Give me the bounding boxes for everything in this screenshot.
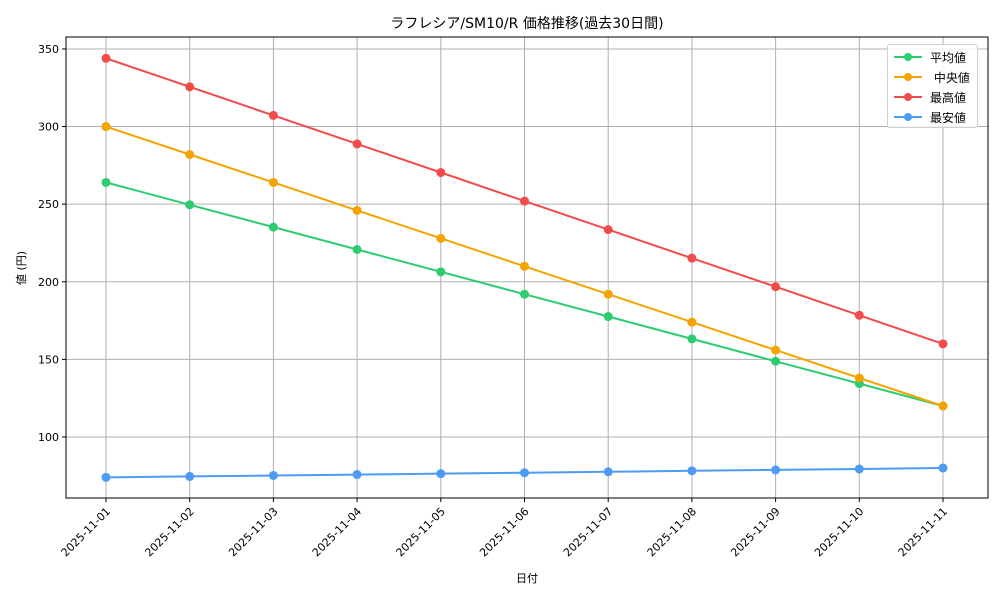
data-point [352, 205, 362, 215]
data-point [352, 139, 362, 149]
y-tick-label: 100 [38, 431, 59, 444]
y-tick-label: 350 [38, 43, 59, 56]
data-point [520, 196, 529, 206]
legend-item-average: 平均値 [894, 48, 966, 66]
data-point [436, 168, 446, 178]
legend-item-min: 最安値 [894, 108, 966, 126]
data-point [938, 401, 948, 411]
x-tick-label: 2025-11-10 [812, 505, 866, 559]
legend-marker-icon [894, 90, 922, 104]
x-tick-label: 2025-11-04 [310, 505, 364, 559]
data-point [771, 465, 781, 475]
legend-label: 中央値 [930, 70, 970, 85]
data-point [185, 150, 195, 160]
x-tick-label: 2025-11-11 [896, 505, 950, 559]
data-point [352, 244, 362, 254]
data-point [687, 253, 697, 263]
legend: 平均値 中央値 最高値 最安値 [887, 44, 978, 128]
data-point [603, 467, 613, 477]
y-tick-label: 300 [38, 121, 59, 134]
x-tick-label: 2025-11-02 [142, 505, 196, 559]
data-point [185, 82, 195, 92]
series-平均値 [101, 177, 948, 411]
data-point [268, 222, 278, 232]
data-point [520, 261, 529, 271]
data-point [436, 469, 446, 479]
x-axis-label: 日付 [516, 572, 538, 585]
data-point [352, 470, 362, 480]
x-tick-label: 2025-11-06 [477, 505, 531, 559]
data-point [938, 463, 948, 473]
data-point [268, 470, 278, 480]
series-最安値 [101, 463, 948, 482]
data-point [101, 177, 111, 187]
series-最高値 [101, 53, 948, 349]
legend-marker-icon [894, 70, 922, 84]
data-point [603, 312, 613, 322]
plot-frame [65, 36, 989, 499]
data-point [101, 472, 111, 482]
data-point [101, 53, 111, 63]
data-point [520, 289, 529, 299]
data-point [520, 468, 529, 478]
data-point [185, 471, 195, 481]
x-tick-label: 2025-11-09 [728, 505, 782, 559]
data-point [603, 289, 613, 299]
series-中央値 [101, 122, 948, 411]
data-point [436, 233, 446, 243]
data-point [771, 282, 781, 292]
legend-label: 最安値 [930, 110, 967, 125]
legend-marker-icon [894, 110, 922, 124]
data-point [854, 310, 864, 320]
data-point [938, 339, 948, 349]
x-tick-label: 2025-11-01 [59, 505, 113, 559]
data-point [603, 225, 613, 235]
legend-label: 最高値 [930, 90, 967, 105]
y-axis-ticks: 100 150 200 250 300 350 [38, 43, 66, 444]
y-tick-label: 150 [38, 353, 59, 366]
data-point [687, 334, 697, 344]
data-point [854, 373, 864, 383]
series-layer [101, 53, 948, 482]
y-tick-label: 250 [38, 198, 59, 211]
data-point [771, 356, 781, 366]
data-point [687, 317, 697, 327]
data-point [436, 267, 446, 277]
data-point [854, 464, 864, 474]
data-point [185, 200, 195, 210]
legend-item-max: 最高値 [894, 88, 966, 106]
legend-item-median: 中央値 [894, 68, 970, 86]
grid-lines [66, 37, 988, 498]
data-point [268, 177, 278, 187]
legend-label: 平均値 [930, 50, 967, 65]
y-tick-label: 200 [38, 276, 59, 289]
x-tick-label: 2025-11-07 [561, 505, 615, 559]
y-axis-label: 値 (円) [15, 251, 28, 285]
data-point [687, 466, 697, 476]
data-point [771, 345, 781, 355]
x-tick-label: 2025-11-08 [645, 505, 699, 559]
data-point [268, 110, 278, 120]
x-axis-ticks: 2025-11-01 2025-11-02 2025-11-03 2025-11-04… [59, 498, 950, 559]
x-tick-label: 2025-11-03 [226, 505, 280, 559]
chart-title: ラフレシア/SM10/R 価格推移(過去30日間) [390, 16, 663, 32]
x-tick-label: 2025-11-05 [394, 505, 448, 559]
data-point [101, 122, 111, 132]
legend-marker-icon [894, 50, 922, 64]
